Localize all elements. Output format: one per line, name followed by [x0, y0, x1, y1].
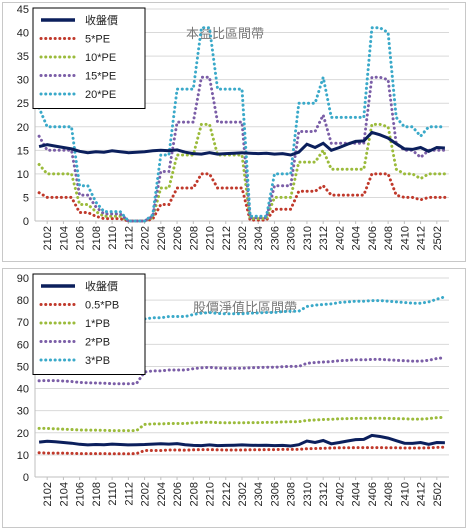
y-tick-label: 10 — [17, 169, 29, 181]
y-tick-label: 25 — [17, 98, 29, 110]
x-tick-label: 2102 — [42, 226, 54, 250]
y-tick-label: 50 — [17, 361, 29, 373]
x-tick-label: 2306 — [269, 482, 281, 506]
x-tick-label: 2304 — [253, 226, 265, 250]
y-tick-label: 80 — [17, 295, 29, 307]
series-line-4 — [37, 295, 447, 339]
x-tick-label: 2208 — [188, 226, 200, 250]
x-tick-label: 2410 — [399, 482, 411, 506]
y-tick-label: 0 — [23, 472, 29, 484]
pe-band-chart: 0 5 10 15 20 25 30 35 40 45 2102 2104 2106 2108 2110 21… — [17, 4, 449, 250]
chart-title: 本益比區間帶 — [186, 26, 264, 41]
x-tick-label: 2110 — [107, 482, 119, 506]
series-line-2 — [37, 415, 447, 433]
y-tick-label: 0 — [23, 216, 29, 228]
x-tick-label: 2402 — [334, 482, 346, 506]
legend-box — [32, 273, 146, 375]
x-tick-label: 2202 — [140, 226, 152, 250]
x-tick-label: 2112 — [123, 482, 135, 506]
x-tick-label: 2502 — [432, 226, 444, 250]
x-tick-label: 2110 — [107, 226, 119, 250]
x-tick-label: 2212 — [221, 226, 233, 250]
x-tick-label: 2404 — [351, 482, 363, 506]
x-tick-label: 2306 — [269, 226, 281, 250]
y-tick-label: 10 — [17, 450, 29, 462]
x-tick-label: 2406 — [367, 226, 379, 250]
pb-band-chart: 0 10 20 30 40 50 60 70 80 90 2102 2104 2106 2108 2110 2… — [17, 273, 449, 506]
x-tick-label: 2412 — [416, 226, 428, 250]
y-tick-label: 30 — [17, 75, 29, 87]
x-tick-label: 2210 — [205, 482, 217, 506]
legend-label-0: 收盤價 — [85, 13, 118, 27]
x-tick-label: 2402 — [334, 226, 346, 250]
legend-label-1: 0.5*PB — [85, 300, 119, 312]
x-tick-label: 2308 — [286, 226, 298, 250]
x-tick-label: 2208 — [188, 482, 200, 506]
x-tick-label: 2206 — [172, 482, 184, 506]
x-tick-label: 2102 — [42, 482, 54, 506]
legend-box — [32, 7, 146, 109]
x-tick-label: 2112 — [123, 226, 135, 250]
legend-label-1: 5*PE — [85, 34, 110, 46]
x-tick-label: 2104 — [58, 482, 70, 506]
x-tick-label: 2408 — [383, 482, 395, 506]
y-tick-label: 30 — [17, 406, 29, 418]
x-tick-label: 2302 — [237, 482, 249, 506]
y-tick-label: 40 — [17, 28, 29, 40]
series-line-3 — [37, 75, 447, 223]
x-tick-label: 2404 — [351, 226, 363, 250]
x-tick-label: 2310 — [302, 226, 314, 250]
y-tick-label: 15 — [17, 145, 29, 157]
legend-label-4: 20*PE — [85, 89, 116, 101]
x-tick-label: 2206 — [172, 226, 184, 250]
x-tick-label: 2104 — [58, 226, 70, 250]
x-tick-label: 2502 — [432, 482, 444, 506]
x-tick-label: 2406 — [367, 482, 379, 506]
series-line-1 — [37, 445, 447, 456]
x-tick-label: 2304 — [253, 482, 265, 506]
y-tick-label: 60 — [17, 339, 29, 351]
y-tick-label: 35 — [17, 51, 29, 63]
x-tick-label: 2410 — [399, 226, 411, 250]
legend-label-4: 3*PB — [85, 355, 110, 367]
x-tick-label: 2408 — [383, 226, 395, 250]
x-tick-label: 2108 — [91, 482, 103, 506]
x-tick-label: 2302 — [237, 226, 249, 250]
y-tick-label: 90 — [17, 273, 29, 285]
pe-band-chart-panel: 0 5 10 15 20 25 30 35 40 45 2102 2104 2106 2108 2110 21… — [2, 2, 466, 262]
y-tick-label: 40 — [17, 384, 29, 396]
series-line-0 — [38, 130, 445, 157]
x-tick-label: 2312 — [318, 226, 330, 250]
x-tick-label: 2308 — [286, 482, 298, 506]
series-line-1 — [37, 172, 447, 223]
y-tick-label: 45 — [17, 4, 29, 16]
legend-label-2: 1*PB — [85, 318, 110, 330]
y-tick-label: 5 — [23, 192, 29, 204]
x-tick-label: 2204 — [156, 226, 168, 250]
pb-band-chart-panel: 0 10 20 30 40 50 60 70 80 90 2102 2104 2106 2108 2110 2… — [2, 268, 466, 528]
x-tick-label: 2312 — [318, 482, 330, 506]
x-tick-label: 2210 — [205, 226, 217, 250]
y-tick-label: 20 — [17, 122, 29, 134]
x-tick-label: 2212 — [221, 482, 233, 506]
x-tick-label: 2204 — [156, 482, 168, 506]
series-line-4 — [37, 26, 447, 223]
legend-label-0: 收盤價 — [85, 279, 118, 293]
series-line-2 — [37, 122, 447, 223]
x-tick-label: 2310 — [302, 482, 314, 506]
legend-label-3: 15*PE — [85, 71, 116, 83]
legend-label-3: 2*PB — [85, 337, 110, 349]
x-tick-label: 2202 — [140, 482, 152, 506]
y-tick-label: 20 — [17, 428, 29, 440]
x-tick-label: 2412 — [416, 482, 428, 506]
x-tick-label: 2106 — [75, 226, 87, 250]
x-tick-label: 2108 — [91, 226, 103, 250]
legend-label-2: 10*PE — [85, 52, 116, 64]
series-line-0 — [38, 433, 445, 448]
y-tick-label: 70 — [17, 317, 29, 329]
x-tick-label: 2106 — [75, 482, 87, 506]
